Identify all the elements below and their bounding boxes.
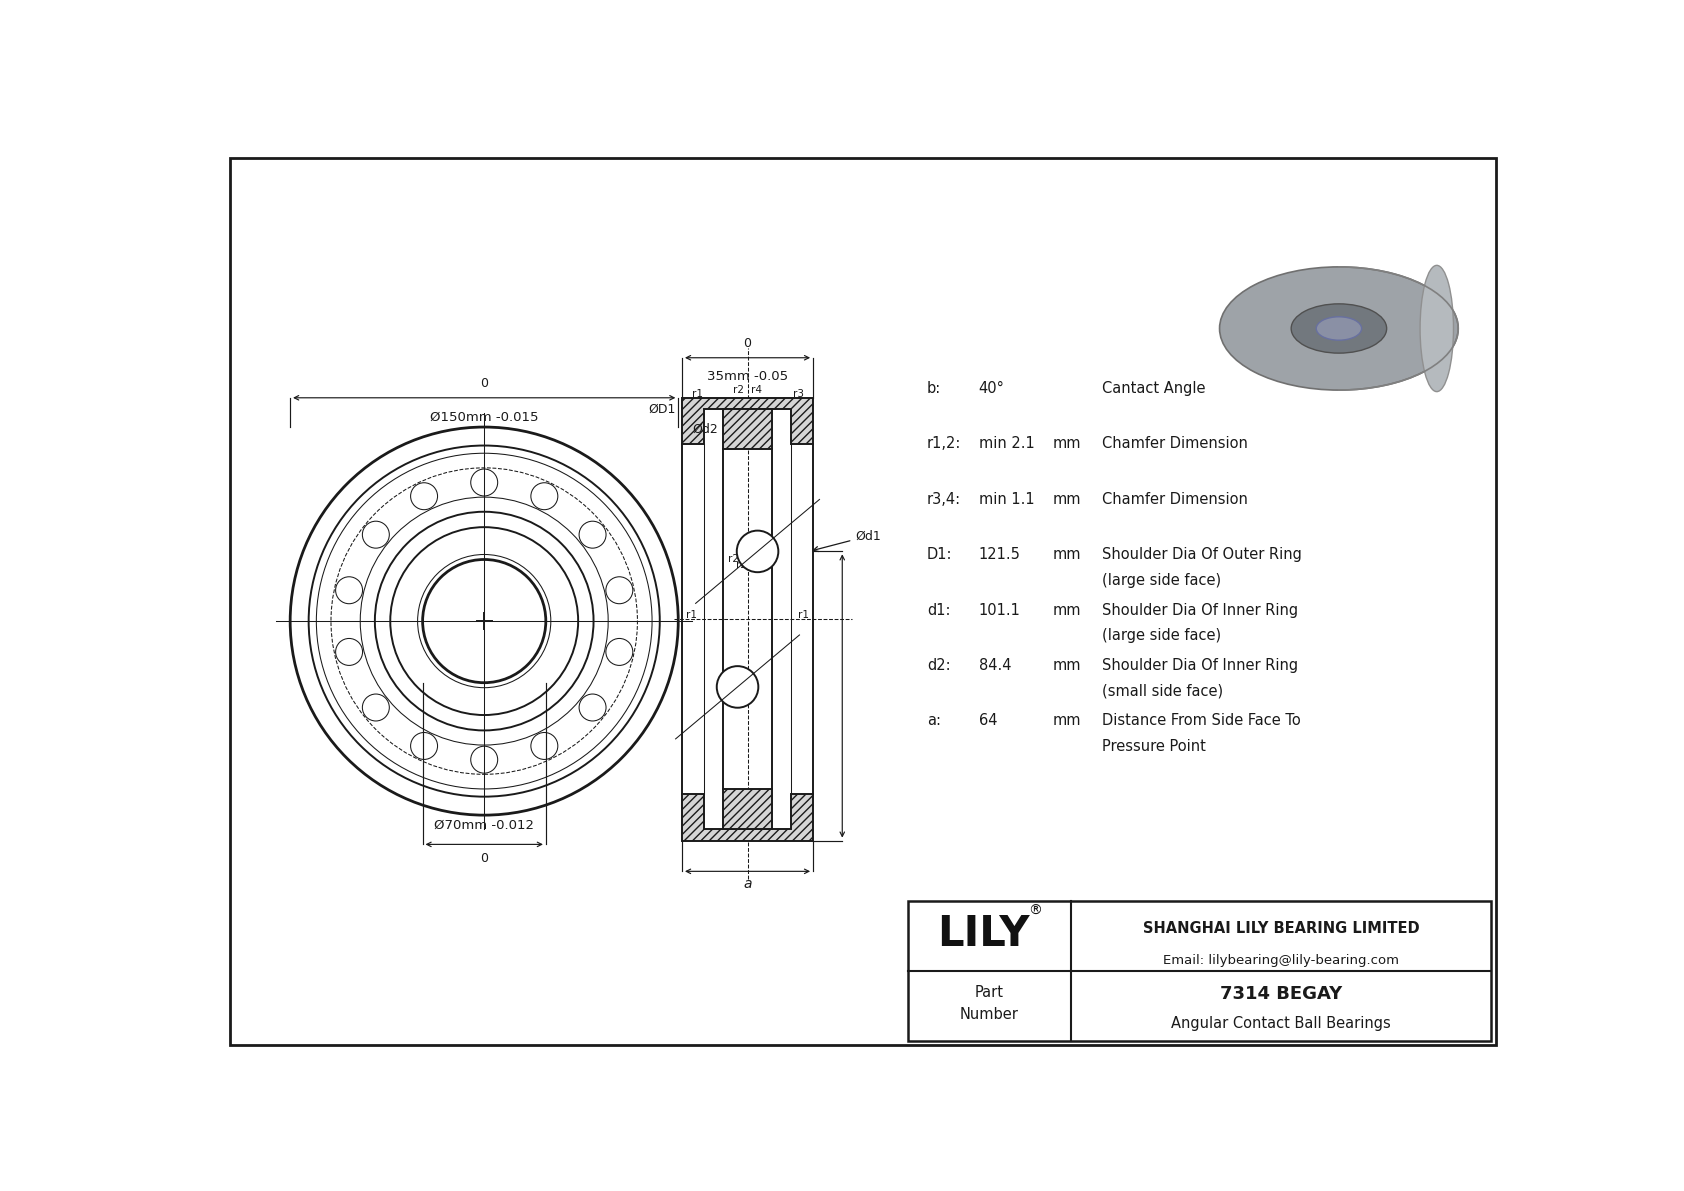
Text: a: a (743, 878, 751, 892)
Text: min 2.1: min 2.1 (978, 436, 1034, 451)
Text: r1: r1 (685, 610, 697, 621)
Text: ®: ® (1029, 904, 1042, 917)
Text: Ø70mm -0.012: Ø70mm -0.012 (434, 818, 534, 831)
Text: 0: 0 (480, 852, 488, 865)
Ellipse shape (1292, 304, 1386, 353)
Ellipse shape (1219, 267, 1458, 391)
Text: 40°: 40° (978, 381, 1004, 395)
Text: b:: b: (926, 381, 941, 395)
Text: 0: 0 (480, 378, 488, 391)
Text: d1:: d1: (926, 603, 950, 618)
Text: ØD1: ØD1 (648, 403, 675, 416)
Circle shape (738, 531, 778, 572)
Text: Distance From Side Face To: Distance From Side Face To (1101, 713, 1300, 729)
Circle shape (717, 666, 758, 707)
Text: r3,4:: r3,4: (926, 492, 962, 506)
Text: Ød2: Ød2 (692, 423, 719, 436)
Text: a:: a: (926, 713, 941, 729)
Text: (large side face): (large side face) (1101, 573, 1221, 587)
Polygon shape (722, 410, 773, 449)
Text: Ød1: Ød1 (813, 530, 881, 551)
Polygon shape (682, 398, 813, 444)
Text: Pressure Point: Pressure Point (1101, 738, 1206, 754)
Text: Shoulder Dia Of Inner Ring: Shoulder Dia Of Inner Ring (1101, 603, 1298, 618)
Text: 84.4: 84.4 (978, 659, 1010, 673)
Text: d2:: d2: (926, 659, 950, 673)
Text: r2: r2 (733, 386, 744, 395)
Text: Angular Contact Ball Bearings: Angular Contact Ball Bearings (1172, 1016, 1391, 1031)
Text: Part
Number: Part Number (960, 985, 1019, 1022)
Text: mm: mm (1052, 603, 1081, 618)
Text: r2: r2 (727, 554, 739, 565)
Text: 7314 BEGAY: 7314 BEGAY (1219, 985, 1342, 1004)
Text: 64: 64 (978, 713, 997, 729)
Text: mm: mm (1052, 492, 1081, 506)
Text: r1: r1 (798, 610, 808, 621)
Text: r1: r1 (692, 389, 702, 399)
Text: Chamfer Dimension: Chamfer Dimension (1101, 436, 1248, 451)
Text: b: b (738, 541, 744, 550)
Bar (908, 900, 1492, 1041)
Text: r2: r2 (736, 560, 748, 570)
Text: Email: lilybearing@lily-bearing.com: Email: lilybearing@lily-bearing.com (1164, 954, 1399, 967)
Text: r1,2:: r1,2: (926, 436, 962, 451)
Polygon shape (682, 794, 813, 841)
Text: mm: mm (1052, 713, 1081, 729)
Polygon shape (722, 788, 773, 829)
Text: Shoulder Dia Of Outer Ring: Shoulder Dia Of Outer Ring (1101, 547, 1302, 562)
Ellipse shape (1317, 317, 1362, 341)
Text: mm: mm (1052, 659, 1081, 673)
Text: Shoulder Dia Of Inner Ring: Shoulder Dia Of Inner Ring (1101, 659, 1298, 673)
Text: 0: 0 (744, 337, 751, 350)
Text: Chamfer Dimension: Chamfer Dimension (1101, 492, 1248, 506)
Text: r3: r3 (793, 389, 803, 399)
Text: (large side face): (large side face) (1101, 628, 1221, 643)
Text: (small side face): (small side face) (1101, 684, 1223, 698)
Text: mm: mm (1052, 436, 1081, 451)
Text: SHANGHAI LILY BEARING LIMITED: SHANGHAI LILY BEARING LIMITED (1143, 921, 1420, 936)
Text: min 1.1: min 1.1 (978, 492, 1034, 506)
Text: 101.1: 101.1 (978, 603, 1021, 618)
Text: Cantact Angle: Cantact Angle (1101, 381, 1206, 395)
Text: 35mm -0.05: 35mm -0.05 (707, 369, 788, 382)
Text: r4: r4 (751, 386, 763, 395)
Ellipse shape (1420, 266, 1453, 392)
Text: LILY: LILY (936, 912, 1029, 954)
Text: Ø150mm -0.015: Ø150mm -0.015 (429, 411, 539, 424)
Text: 121.5: 121.5 (978, 547, 1021, 562)
Text: mm: mm (1052, 547, 1081, 562)
Text: D1:: D1: (926, 547, 953, 562)
